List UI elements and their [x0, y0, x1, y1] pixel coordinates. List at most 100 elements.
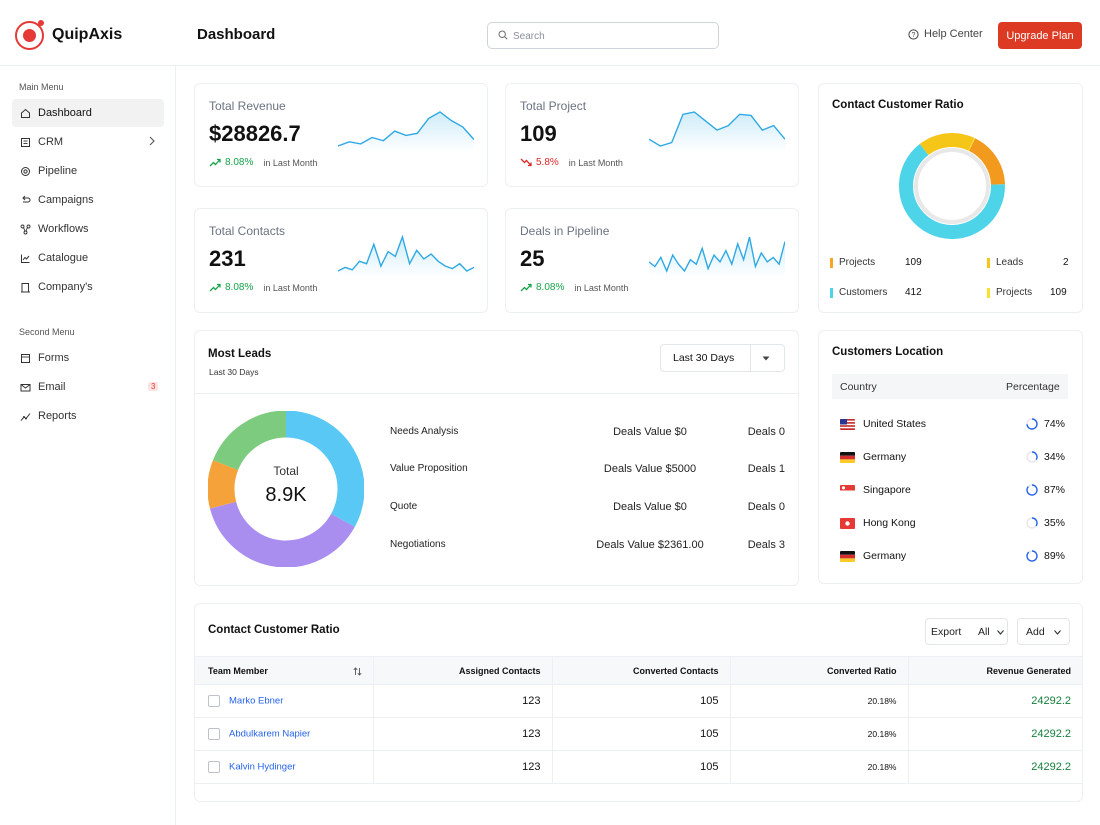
most-leads-card: Most Leads Last 30 Days Last 30 Days Tot… [194, 330, 799, 586]
country-name: Germany [863, 451, 907, 463]
sparkline-area [338, 237, 474, 277]
campaigns-icon [22, 195, 31, 202]
chevron-right-icon [149, 136, 155, 146]
revenue-cell: 24292.2 [907, 750, 1082, 784]
trend-down-icon [520, 158, 532, 167]
member-link[interactable]: Kalvin Hydinger [229, 761, 296, 773]
assigned-cell: 123 [372, 717, 552, 751]
contact-ratio-card: Contact Customer Ratio Projects 109 Lead… [818, 83, 1083, 313]
sidebar-item-pipeline[interactable]: Pipeline [12, 157, 164, 185]
sidebar-item-companys[interactable]: Company's [12, 273, 164, 301]
member-cell: Kalvin Hydinger [195, 750, 373, 784]
catalogue-icon [21, 254, 30, 263]
sparkline-chart [649, 111, 785, 152]
member-cell: Marko Ebner [195, 684, 373, 718]
upgrade-plan-button[interactable]: Upgrade Plan [998, 22, 1082, 49]
trend-percent: 5.8% [536, 157, 559, 168]
sidebar-item-crm[interactable]: CRM [12, 128, 164, 156]
trend-percent: 8.08% [536, 282, 565, 293]
quipaxis-logo-icon[interactable] [15, 20, 44, 50]
member-link[interactable]: Abdulkarem Napier [229, 728, 311, 740]
location-row: United States 74% [832, 417, 1068, 437]
stat-value: 25 [520, 246, 545, 271]
help-icon: ? [908, 28, 919, 40]
sidebar-item-catalogue[interactable]: Catalogue [12, 244, 164, 272]
sort-icon[interactable] [352, 666, 362, 676]
sidebar-item-label: Catalogue [38, 252, 89, 264]
assigned-cell: 123 [372, 684, 552, 718]
sidebar-item-campaigns[interactable]: Campaigns [12, 186, 164, 214]
pipeline-stage-row: Quote Deals Value $0 Deals 0 [195, 501, 799, 521]
country-name: Germany [863, 550, 907, 562]
column-header-team-member[interactable]: Team Member [195, 656, 373, 685]
sidebar-item-label: Email [38, 381, 66, 393]
trend-note: in Last Month [263, 157, 318, 168]
sparkline-chart [338, 234, 474, 277]
us-flag-icon [840, 419, 855, 430]
percentage-value: 74% [1044, 418, 1066, 430]
trend-up-icon [520, 283, 532, 292]
search-icon [498, 30, 508, 40]
sidebar-item-label: Workflows [38, 223, 89, 235]
de-flag-icon [840, 452, 855, 463]
second-menu-heading: Second Menu [19, 327, 75, 337]
stat-card-total-contacts: Total Contacts 231 8.08% in Last Month [194, 208, 488, 313]
ratio-slice-projects [968, 138, 1005, 186]
row-checkbox[interactable] [208, 761, 220, 774]
caret-down-icon [762, 356, 770, 361]
row-checkbox[interactable] [208, 728, 220, 741]
stat-card-deals-in-pipeline: Deals in Pipeline 25 8.08% in Last Month [505, 208, 799, 313]
add-button[interactable]: Add [1017, 618, 1070, 645]
help-center-link[interactable]: ? Help Center [908, 28, 983, 40]
ratio-cell: 20.18% [729, 750, 908, 784]
ratio-slice-customers [899, 143, 1005, 239]
card-title: Most Leads [208, 348, 272, 360]
stat-trend: 5.8% in Last Month [520, 157, 623, 168]
column-header-percentage: Percentage [1006, 381, 1060, 393]
sidebar-item-reports[interactable]: Reports [12, 402, 164, 430]
location-row: Germany 89% [832, 549, 1068, 569]
country-percentage: 89% [1026, 550, 1065, 562]
legend-item: Projects [830, 257, 875, 268]
company-icon [21, 282, 30, 292]
legend-label: Leads [996, 257, 1024, 268]
assigned-cell: 123 [372, 750, 552, 784]
pipeline-stage-row: Value Proposition Deals Value $5000 Deal… [195, 463, 799, 483]
trend-note: in Last Month [574, 282, 629, 293]
country-name: Singapore [863, 484, 911, 496]
country-name: United States [863, 418, 927, 430]
donut-total-label: Total [273, 464, 299, 478]
trend-up-icon [209, 158, 221, 167]
member-link[interactable]: Marko Ebner [229, 695, 284, 707]
card-title: Contact Customer Ratio [208, 624, 340, 636]
date-range-select[interactable]: Last 30 Days [660, 344, 785, 372]
leads-slice-green [213, 411, 287, 471]
card-divider [195, 393, 799, 394]
sidebar-item-dashboard[interactable]: Dashboard [12, 99, 164, 127]
stat-label: Total Project [520, 99, 587, 113]
stat-trend: 8.08% in Last Month [520, 282, 628, 293]
legend-label: Customers [839, 287, 888, 298]
most-leads-donut-chart [208, 411, 364, 567]
column-header-converted: Converted Contacts [551, 656, 730, 685]
percentage-value: 89% [1044, 550, 1066, 562]
stage-deals-value: Deals Value $0 [613, 426, 687, 438]
export-filter-select[interactable]: Export All [925, 618, 1008, 645]
table-row: Kalvin Hydinger 123 105 20.18% 24292.2 [195, 750, 1082, 784]
country-name: Hong Kong [863, 517, 916, 529]
country-percentage: 87% [1026, 484, 1065, 496]
sidebar-item-workflows[interactable]: Workflows [12, 215, 164, 243]
export-label: Export [931, 626, 962, 638]
workflows-icon [20, 224, 31, 234]
top-header: QuipAxis Dashboard ? Help Center Upgrade… [0, 0, 1100, 66]
table-header-row: Team Member Assigned Contacts Converted … [195, 656, 1082, 685]
row-checkbox[interactable] [208, 695, 220, 708]
search-input[interactable] [513, 27, 708, 45]
legend-swatch [830, 287, 833, 298]
sidebar-item-email[interactable]: Email [12, 373, 164, 401]
stage-deals-count: Deals 0 [747, 426, 785, 438]
sidebar-item-forms[interactable]: Forms [12, 344, 164, 372]
legend-label: Projects [996, 287, 1033, 298]
search-box[interactable] [487, 22, 719, 49]
pipeline-stage-row: Negotiations Deals Value $2361.00 Deals … [195, 539, 799, 559]
